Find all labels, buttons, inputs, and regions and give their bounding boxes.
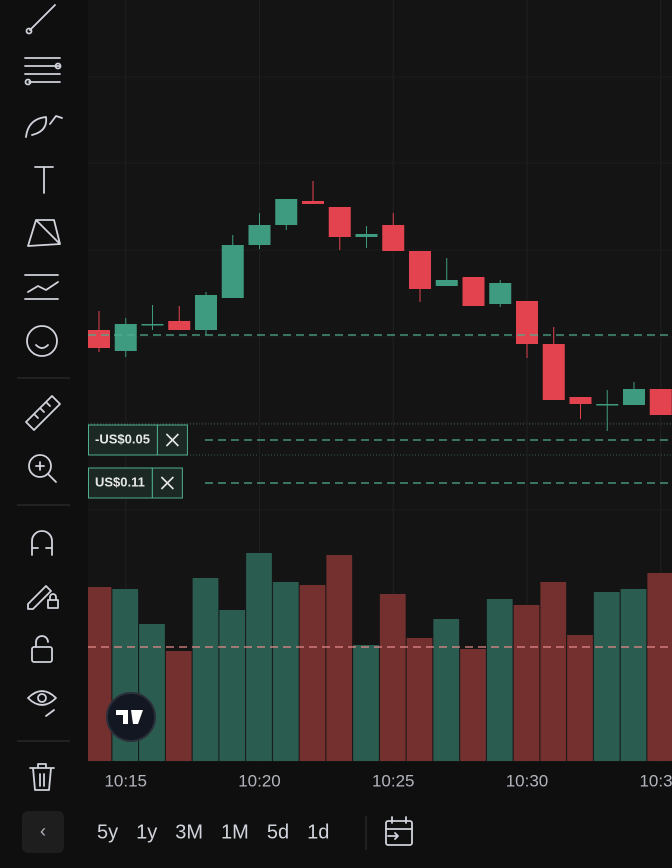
candle-body xyxy=(516,301,538,344)
candle-body xyxy=(596,404,619,406)
x-tick-label: 10:30 xyxy=(506,771,549,790)
candle-body xyxy=(489,283,512,304)
order-close-icon xyxy=(160,476,174,490)
x-tick-label: 10:20 xyxy=(238,771,281,790)
candle-body xyxy=(168,321,191,330)
left-toolbar xyxy=(0,0,76,868)
collapse-button[interactable] xyxy=(22,811,64,853)
order-label: US$0.11 xyxy=(95,474,145,489)
order-close-icon xyxy=(165,433,179,447)
goto-date-button[interactable] xyxy=(385,816,413,846)
volume-bar xyxy=(593,592,620,761)
volume-bar xyxy=(513,605,540,761)
candle-body xyxy=(248,225,271,245)
candle-body xyxy=(649,389,672,415)
candle-body xyxy=(409,251,431,289)
volume-bar xyxy=(460,649,486,761)
volume-bar xyxy=(192,578,219,761)
x-tick-label: 10:35 xyxy=(639,771,672,790)
candle-body xyxy=(623,389,645,405)
zoom-tool[interactable] xyxy=(28,454,57,483)
candle-body xyxy=(569,397,592,404)
timeframe-button[interactable]: 3M xyxy=(175,821,203,843)
plot xyxy=(88,0,672,762)
delete-tool[interactable] xyxy=(29,763,55,791)
logo-badge xyxy=(106,692,156,742)
volume-bar xyxy=(433,619,460,761)
timeframe-button[interactable]: 1M xyxy=(221,821,249,843)
volume-bar xyxy=(406,638,433,761)
volume-bar xyxy=(88,587,112,761)
volume-bar xyxy=(326,555,353,761)
volume-bar xyxy=(567,635,593,761)
volume-bar xyxy=(139,624,165,761)
logo[interactable] xyxy=(106,692,156,742)
volume-bar xyxy=(299,585,326,761)
volume-bar xyxy=(165,651,192,761)
candle-body xyxy=(141,324,164,326)
candle-body xyxy=(114,324,137,351)
candle-body xyxy=(275,199,298,225)
candle-body xyxy=(435,280,458,286)
lock-drawing-tool[interactable] xyxy=(27,585,59,610)
candle-body xyxy=(542,344,565,400)
volume-bar xyxy=(272,582,299,761)
volume-bar xyxy=(540,582,567,761)
visibility-tool[interactable] xyxy=(27,690,57,717)
timeframe-button[interactable]: 5y xyxy=(97,821,118,843)
candle-body xyxy=(382,225,405,251)
volume-bar xyxy=(246,553,272,761)
volume-bar xyxy=(219,610,246,761)
fib-tool[interactable] xyxy=(24,57,62,86)
candle-body xyxy=(462,277,485,306)
order-label: -US$0.05 xyxy=(95,431,150,446)
logo-mark xyxy=(116,710,143,724)
overlay: -US$0.05 US$0.11 xyxy=(88,424,188,499)
x-tick-label: 10:15 xyxy=(104,771,147,790)
collapse-icon: ‹ xyxy=(40,821,46,841)
volume-bar xyxy=(353,645,379,761)
timeframe-button[interactable]: 1y xyxy=(136,821,157,843)
volume-bar xyxy=(647,573,672,761)
pattern-tool[interactable] xyxy=(27,219,61,247)
volume-bar xyxy=(379,594,406,761)
candle-body xyxy=(221,245,244,298)
trend-line-tool[interactable] xyxy=(25,4,56,35)
order-label-box[interactable] xyxy=(88,467,153,499)
candle-body xyxy=(195,295,217,330)
volume-bar xyxy=(486,599,513,761)
ruler-tool[interactable] xyxy=(25,395,61,431)
candle-body xyxy=(355,234,378,237)
emoji-tool[interactable] xyxy=(26,325,58,357)
candle-body xyxy=(88,330,110,348)
candle-body xyxy=(302,201,324,204)
brush-tool[interactable] xyxy=(25,115,63,138)
lock-tool[interactable] xyxy=(31,635,53,663)
timeframe-button[interactable]: 1d xyxy=(307,821,329,843)
candle-body xyxy=(328,207,351,237)
x-tick-label: 10:25 xyxy=(372,771,415,790)
volume-bar xyxy=(620,589,647,761)
tool-icons xyxy=(17,4,70,791)
prediction-tool[interactable] xyxy=(24,274,59,300)
timeframe-button[interactable]: 5d xyxy=(267,821,289,843)
text-tool[interactable] xyxy=(34,166,54,194)
magnet-tool[interactable] xyxy=(31,530,53,556)
